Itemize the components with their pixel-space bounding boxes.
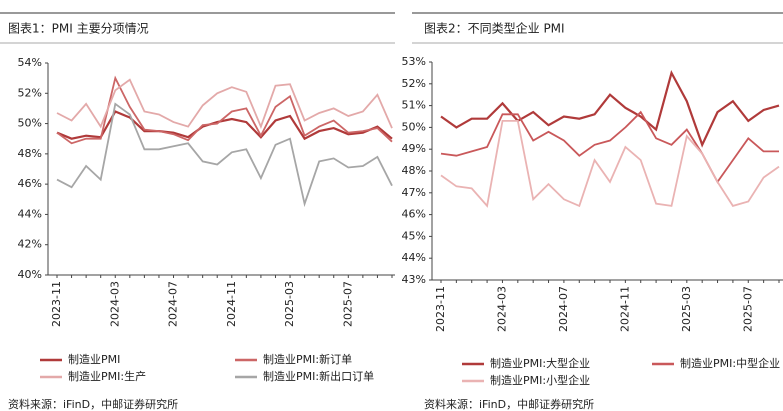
y-tick-label: 47% — [402, 186, 426, 199]
legend-label: 制造业PMI:大型企业 — [490, 356, 590, 370]
y-tick-label: 48% — [402, 164, 426, 177]
x-tick-label: 2023-11 — [434, 286, 447, 332]
x-tick-label: 2024-07 — [557, 286, 570, 332]
y-tick-label: 46% — [18, 177, 42, 190]
series-line — [440, 120, 780, 208]
y-tick-label: 44% — [18, 207, 42, 220]
series-line — [56, 102, 393, 208]
y-tick-label: 54% — [18, 56, 42, 69]
y-tick-label: 49% — [402, 142, 426, 155]
y-tick-label: 40% — [18, 268, 42, 281]
series-line — [56, 78, 393, 130]
source-note: 资料来源：iFinD，中邮证券研究所 — [8, 397, 178, 411]
y-tick-label: 50% — [402, 120, 426, 133]
series-line — [440, 69, 780, 148]
x-tick-label: 2024-11 — [225, 281, 238, 327]
x-tick-label: 2024-03 — [495, 286, 508, 332]
legend-label: 制造业PMI:中型企业 — [680, 356, 780, 370]
x-tick-label: 2024-07 — [167, 281, 180, 327]
chart-title: 图表2：不同类型企业 PMI — [424, 21, 565, 36]
x-tick-label: 2025-03 — [283, 281, 296, 327]
y-tick-label: 52% — [402, 77, 426, 90]
series-line — [56, 75, 393, 145]
x-tick-label: 2025-07 — [341, 281, 354, 327]
chart-title: 图表1：PMI 主要分项情况 — [8, 22, 149, 36]
y-tick-label: 45% — [402, 229, 426, 242]
y-tick-label: 43% — [402, 273, 426, 286]
legend-label: 制造业PMI:小型企业 — [490, 373, 590, 387]
y-tick-label: 50% — [18, 117, 42, 130]
source-note: 资料来源：iFinD，中邮证券研究所 — [424, 397, 594, 411]
x-tick-label: 2023-11 — [50, 281, 63, 327]
y-tick-label: 46% — [402, 208, 426, 221]
y-tick-label: 42% — [18, 238, 42, 251]
y-tick-label: 53% — [402, 55, 426, 68]
x-tick-label: 2024-11 — [618, 286, 631, 332]
y-tick-label: 52% — [18, 86, 42, 99]
x-tick-label: 2025-07 — [741, 286, 754, 332]
x-tick-label: 2025-03 — [680, 286, 693, 332]
legend-label: 制造业PMI:新出口订单 — [263, 369, 374, 383]
y-tick-label: 44% — [402, 251, 426, 264]
legend-label: 制造业PMI:生产 — [68, 369, 146, 383]
series-line — [440, 110, 779, 184]
legend-label: 制造业PMI — [68, 352, 120, 366]
y-tick-label: 51% — [402, 99, 426, 112]
legend-label: 制造业PMI:新订单 — [263, 352, 352, 366]
y-tick-label: 48% — [18, 147, 42, 160]
series-line — [56, 110, 393, 141]
x-tick-label: 2024-03 — [108, 281, 121, 327]
